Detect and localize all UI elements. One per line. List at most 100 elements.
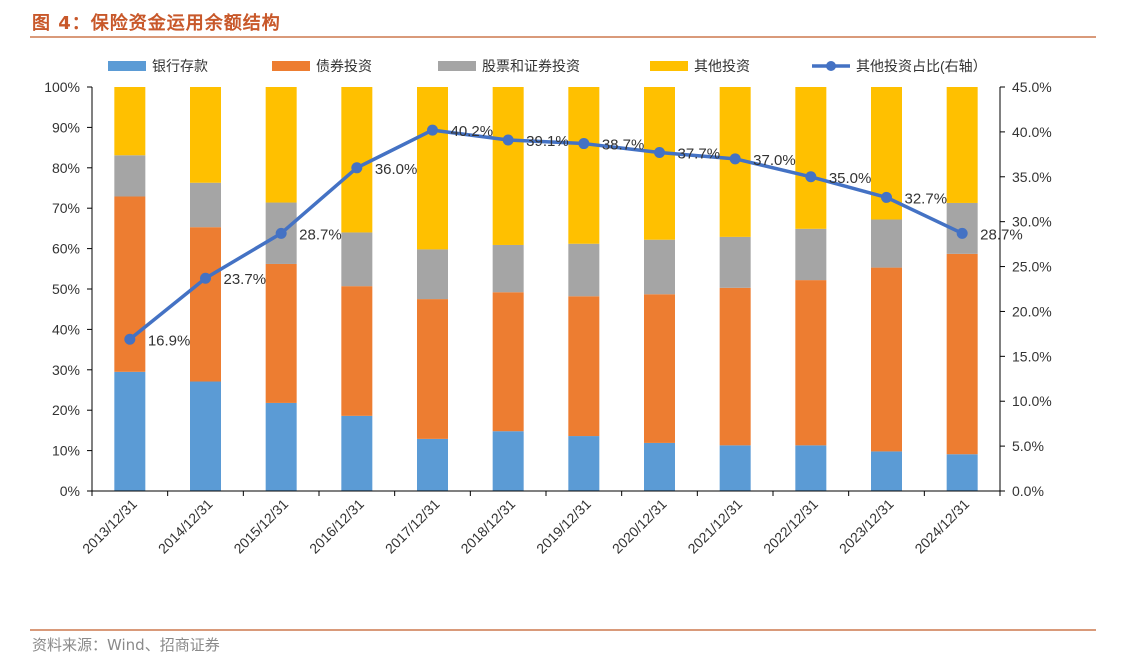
line-point [275, 227, 287, 239]
bar-3-2022-12-31 [795, 228, 827, 281]
y-left-tick-label: 10% [52, 443, 80, 459]
bar-1-2014-12-31 [190, 381, 221, 491]
line-point [124, 333, 136, 345]
line-data-label: 38.7% [602, 137, 645, 154]
legend-swatch [438, 61, 476, 71]
y-left-tick-label: 60% [52, 241, 80, 257]
legend-line-marker [826, 61, 836, 71]
bar-2-2014-12-31 [190, 227, 221, 382]
x-tick-label: 2014/12/31 [155, 496, 216, 557]
bar-2-2020-12-31 [644, 294, 675, 443]
x-tick-label: 2023/12/31 [836, 496, 897, 557]
bar-3-2019-12-31 [568, 243, 600, 297]
bar-3-2016-12-31 [341, 232, 373, 287]
bar-3-2018-12-31 [492, 244, 524, 293]
line-point [729, 153, 741, 165]
legend-swatch [272, 61, 310, 71]
x-tick-label: 2020/12/31 [609, 496, 670, 557]
y-left-tick-label: 30% [52, 362, 80, 378]
bar-1-2023-12-31 [871, 451, 902, 491]
line-point [805, 171, 817, 183]
x-tick-label: 2021/12/31 [684, 496, 745, 557]
y-right-tick-label: 10.0% [1012, 393, 1052, 409]
legend-label: 其他投资占比(右轴） [856, 58, 987, 74]
line-point [502, 134, 514, 146]
y-right-tick-label: 15.0% [1012, 348, 1052, 364]
bar-4-2016-12-31 [341, 87, 373, 233]
bar-3-2023-12-31 [871, 219, 902, 268]
bar-1-2024-12-31 [946, 454, 978, 491]
bar-1-2013-12-31 [114, 371, 146, 491]
line-data-label: 35.0% [829, 170, 872, 187]
bar-1-2021-12-31 [719, 445, 751, 491]
line-data-label: 36.0% [375, 161, 418, 178]
legend-label: 银行存款 [152, 58, 208, 74]
bar-2-2024-12-31 [946, 253, 978, 455]
x-tick-label: 2019/12/31 [533, 496, 594, 557]
bars [114, 87, 978, 491]
bar-4-2013-12-31 [114, 87, 146, 156]
bar-3-2014-12-31 [190, 182, 221, 228]
y-left-tick-label: 90% [52, 119, 80, 135]
bar-2-2021-12-31 [719, 287, 751, 446]
bar-2-2013-12-31 [114, 196, 146, 372]
line-point [351, 162, 363, 174]
x-tick-label: 2013/12/31 [79, 496, 140, 557]
bar-3-2017-12-31 [417, 249, 448, 300]
line-data-label: 16.9% [148, 332, 191, 349]
bar-1-2016-12-31 [341, 415, 373, 491]
y-right-tick-label: 5.0% [1012, 438, 1044, 454]
line-data-label: 28.7% [299, 226, 342, 243]
source-note: 资料来源：Wind、招商证券 [32, 636, 220, 654]
y-right-tick-label: 0.0% [1012, 483, 1044, 499]
line-data-label: 28.7% [980, 226, 1023, 243]
series-line [128, 128, 963, 341]
bar-2-2019-12-31 [568, 296, 600, 437]
legend-swatch [650, 61, 688, 71]
line-data-label: 23.7% [224, 271, 267, 288]
bar-4-2018-12-31 [492, 87, 524, 245]
y-right-tick-label: 35.0% [1012, 169, 1052, 185]
bar-4-2020-12-31 [644, 87, 675, 240]
y-left-tick-label: 50% [52, 281, 80, 297]
bar-1-2022-12-31 [795, 445, 827, 491]
bar-2-2022-12-31 [795, 280, 827, 446]
x-tick-label: 2022/12/31 [760, 496, 821, 557]
line-data-label: 37.7% [678, 146, 721, 163]
bar-1-2018-12-31 [492, 431, 524, 491]
y-right-tick-label: 40.0% [1012, 124, 1052, 140]
line-point [881, 191, 892, 203]
x-tick-label: 2024/12/31 [911, 496, 972, 557]
y-right-tick-label: 45.0% [1012, 79, 1052, 95]
legend-label: 股票和证券投资 [482, 58, 580, 74]
bar-3-2020-12-31 [644, 239, 675, 295]
y-right-tick-label: 30.0% [1012, 214, 1052, 230]
bar-4-2019-12-31 [568, 87, 600, 244]
bar-4-2015-12-31 [265, 87, 297, 203]
source-rule [30, 629, 1096, 631]
legend-label: 其他投资 [694, 58, 750, 74]
line-data-label: 37.0% [753, 152, 796, 169]
bar-3-2021-12-31 [719, 236, 751, 288]
y-left-tick-label: 0% [60, 483, 80, 499]
legend: 银行存款 债券投资 股票和证券投资 其他投资 其他投资占比(右轴） [108, 58, 987, 74]
y-right-tick-label: 25.0% [1012, 259, 1052, 275]
line-point [654, 147, 665, 159]
bar-2-2016-12-31 [341, 286, 373, 416]
bar-1-2015-12-31 [265, 402, 297, 491]
y-left-tick-label: 20% [52, 402, 80, 418]
bar-4-2017-12-31 [417, 87, 448, 250]
x-tick-label: 2018/12/31 [457, 496, 518, 557]
legend-label: 债券投资 [316, 58, 372, 74]
figure-title: 图 4：保险资金运用余额结构 [32, 13, 281, 34]
line-series: 16.9% 23.7% 28.7% 36.0% 40.2% 39.1% 38.7% 37.7%… [124, 123, 1023, 349]
bar-4-2014-12-31 [190, 87, 221, 183]
bar-2-2018-12-31 [492, 292, 524, 432]
legend-swatch [108, 61, 146, 71]
bar-3-2013-12-31 [114, 155, 146, 197]
y-left-tick-label: 40% [52, 321, 80, 337]
line-point [956, 227, 968, 239]
y-left-tick-label: 70% [52, 200, 80, 216]
